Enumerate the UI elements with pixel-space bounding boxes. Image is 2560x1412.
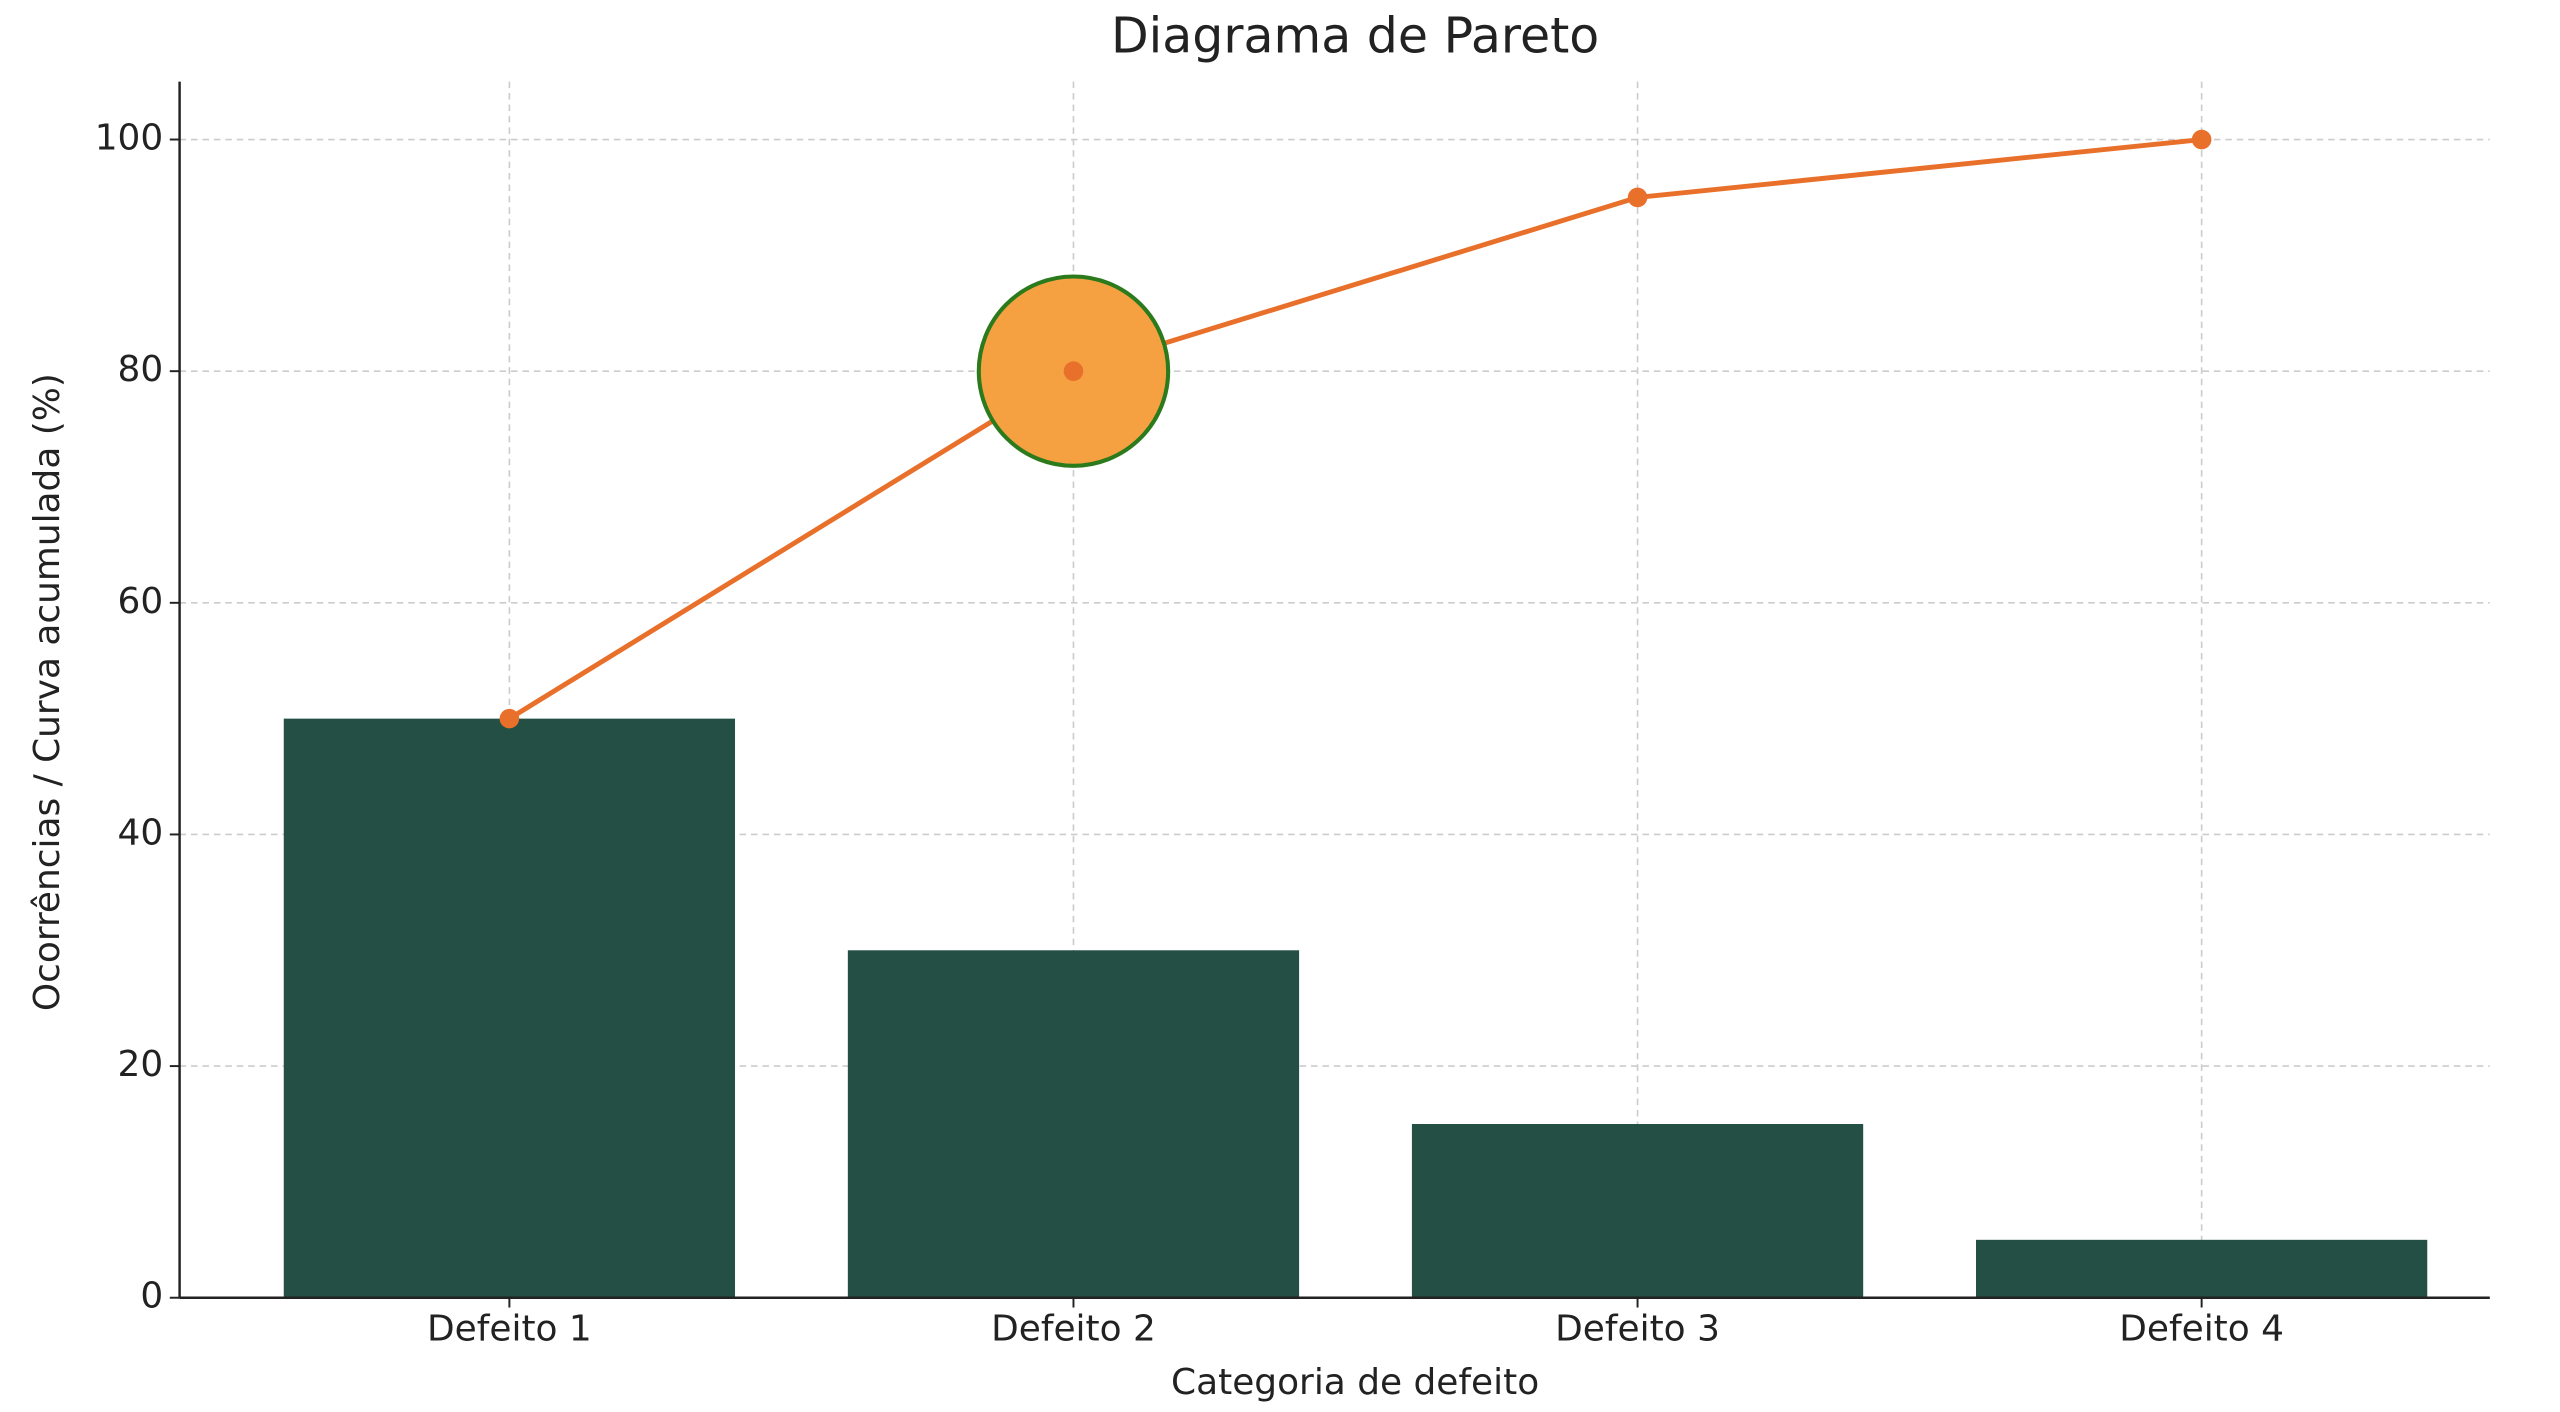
y-tick-label: 100 (95, 118, 164, 159)
x-tick-label: Defeito 4 (2119, 1308, 2284, 1349)
y-axis-label: Ocorrências / Curva acumulada (%) (27, 373, 68, 1011)
line-point (2191, 129, 2212, 150)
line-point (1063, 361, 1084, 381)
bar (1411, 1124, 1864, 1298)
bar (283, 718, 736, 1298)
x-tick-label: Defeito 2 (991, 1308, 1156, 1349)
y-tick-label: 0 (140, 1276, 163, 1317)
bar (1976, 1239, 2428, 1298)
y-tick-label: 80 (118, 349, 164, 390)
line-point (1627, 187, 1648, 208)
x-axis-label: Categoria de defeito (1171, 1362, 1539, 1403)
cumulative-line (508, 137, 2202, 721)
y-tick-label: 60 (118, 581, 164, 622)
x-tick-label: Defeito 1 (427, 1308, 592, 1349)
x-tick-label: Defeito 3 (1555, 1308, 1720, 1349)
chart-title: Diagrama de Pareto (1111, 8, 1599, 65)
y-tick-label: 20 (118, 1044, 164, 1085)
y-tick-label: 40 (118, 812, 164, 853)
bar (847, 950, 1300, 1298)
line-point (499, 708, 520, 729)
